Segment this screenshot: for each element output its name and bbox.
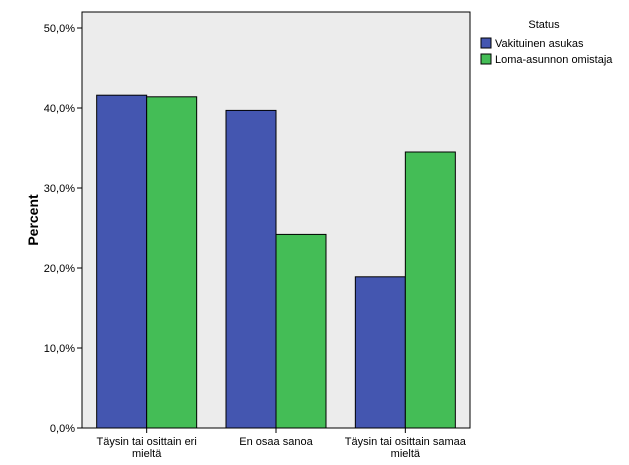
y-tick-label: 30,0% xyxy=(44,183,75,195)
x-category-label-line: Täysin tai osittain samaa xyxy=(345,436,467,448)
x-category-label: Täysin tai osittain eri mieltä xyxy=(97,436,197,460)
legend-label: Vakituinen asukas xyxy=(495,38,584,50)
x-category-label: Täysin tai osittain samaa mieltä xyxy=(345,436,467,460)
y-axis-title: Percent xyxy=(25,194,41,246)
legend-title: Status xyxy=(528,19,560,31)
bar-loma-asunnon-omistaja-1 xyxy=(275,233,327,429)
bar-loma-asunnon-omistaja-2 xyxy=(404,151,456,429)
bar-vakituinen-asukas-2 xyxy=(354,276,406,429)
legend: Status Vakituinen asukas Loma-asunnon omi… xyxy=(480,19,613,66)
y-tick-label: 0,0% xyxy=(50,423,75,435)
bar-vakituinen-asukas-1 xyxy=(225,109,277,429)
y-tick-label: 20,0% xyxy=(44,263,75,275)
y-tick-label: 10,0% xyxy=(44,343,75,355)
x-category-label-line: En osaa sanoa xyxy=(239,436,313,448)
y-tick-label: 40,0% xyxy=(44,103,75,115)
legend-items: Vakituinen asukas Loma-asunnon omistaja xyxy=(480,37,613,66)
x-category-label-line: mieltä xyxy=(132,448,162,460)
legend-label: Loma-asunnon omistaja xyxy=(495,54,613,66)
x-category-label-line: Täysin tai osittain eri xyxy=(97,436,197,448)
legend-swatch-vakituinen-asukas xyxy=(480,37,492,49)
y-tick-label: 50,0% xyxy=(44,23,75,35)
x-category-label: En osaa sanoa xyxy=(239,436,313,448)
bar-loma-asunnon-omistaja-0 xyxy=(146,96,198,429)
bar-vakituinen-asukas-0 xyxy=(96,94,148,429)
bars-layer xyxy=(96,94,456,429)
axes-layer: 0,0% 10,0% 20,0% 30,0% 40,0% 50,0% Täysin tai … xyxy=(44,23,467,460)
legend-swatch-loma-asunnon-omistaja xyxy=(480,53,492,65)
x-category-label-line: mieltä xyxy=(391,448,421,460)
